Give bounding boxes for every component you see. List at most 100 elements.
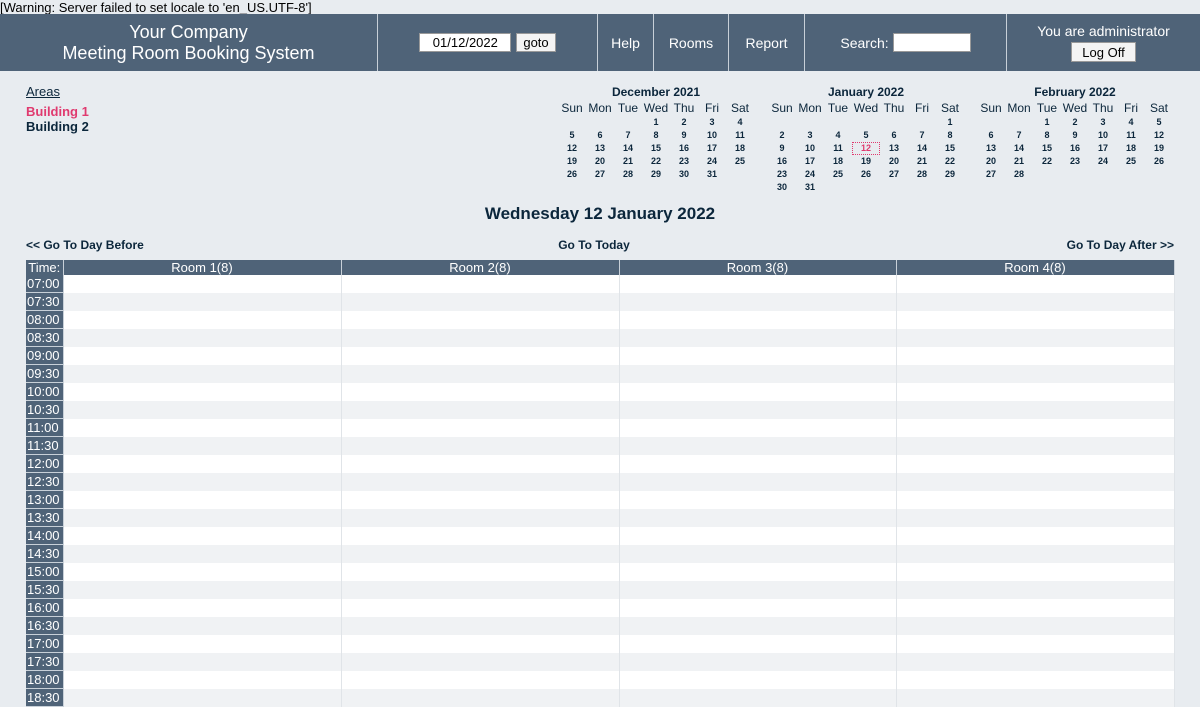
booking-slot-room-1[interactable] <box>63 418 342 437</box>
calendar-day[interactable]: 25 <box>832 169 843 179</box>
time-label[interactable]: 15:00 <box>26 562 64 581</box>
time-label[interactable]: 18:00 <box>26 670 64 689</box>
time-label[interactable]: 08:30 <box>26 328 64 347</box>
calendar-day[interactable]: 8 <box>947 130 953 140</box>
booking-slot-room-4[interactable] <box>896 562 1175 581</box>
booking-slot-room-1[interactable] <box>63 616 342 635</box>
minical-title[interactable]: December 2021 <box>611 85 701 99</box>
calendar-day[interactable]: 20 <box>888 156 899 166</box>
calendar-day[interactable]: 31 <box>706 169 717 179</box>
booking-slot-room-1[interactable] <box>63 472 342 491</box>
calendar-day[interactable]: 26 <box>1153 156 1164 166</box>
next-day-link[interactable]: Go To Day After >> <box>1066 238 1174 252</box>
minical-title[interactable]: January 2022 <box>827 85 905 99</box>
time-label[interactable]: 12:30 <box>26 472 64 491</box>
booking-slot-room-3[interactable] <box>619 346 897 365</box>
booking-slot-room-2[interactable] <box>341 544 620 563</box>
booking-slot-room-1[interactable] <box>63 652 342 671</box>
booking-slot-room-4[interactable] <box>896 454 1175 473</box>
calendar-day[interactable]: 30 <box>678 169 689 179</box>
calendar-day[interactable]: 23 <box>678 156 689 166</box>
calendar-day[interactable]: 11 <box>1126 130 1136 140</box>
booking-slot-room-4[interactable] <box>896 400 1175 419</box>
calendar-day[interactable]: 16 <box>1069 143 1080 153</box>
booking-slot-room-3[interactable] <box>619 472 897 491</box>
calendar-day[interactable]: 17 <box>804 156 815 166</box>
booking-slot-room-3[interactable] <box>619 400 897 419</box>
booking-slot-room-3[interactable] <box>619 598 897 617</box>
booking-slot-room-3[interactable] <box>619 688 897 707</box>
calendar-day[interactable]: 17 <box>706 143 717 153</box>
booking-slot-room-3[interactable] <box>619 328 897 347</box>
booking-slot-room-4[interactable] <box>896 526 1175 545</box>
booking-slot-room-1[interactable] <box>63 670 342 689</box>
booking-slot-room-2[interactable] <box>341 490 620 509</box>
booking-slot-room-1[interactable] <box>63 580 342 599</box>
calendar-day[interactable]: 2 <box>681 117 687 127</box>
booking-slot-room-2[interactable] <box>341 634 620 653</box>
calendar-day[interactable]: 17 <box>1097 143 1108 153</box>
calendar-day[interactable]: 5 <box>569 130 575 140</box>
booking-slot-room-2[interactable] <box>341 508 620 527</box>
booking-slot-room-1[interactable] <box>63 598 342 617</box>
calendar-day[interactable]: 21 <box>1013 156 1024 166</box>
time-label[interactable]: 11:30 <box>26 436 64 455</box>
calendar-day[interactable]: 1 <box>947 117 953 127</box>
goto-button[interactable]: goto <box>516 33 556 52</box>
time-label[interactable]: 18:30 <box>26 688 64 707</box>
booking-slot-room-1[interactable] <box>63 562 342 581</box>
booking-slot-room-3[interactable] <box>619 670 897 689</box>
calendar-day[interactable]: 9 <box>779 143 785 153</box>
logoff-button[interactable]: Log Off <box>1071 42 1136 62</box>
calendar-day[interactable]: 25 <box>1125 156 1136 166</box>
time-label[interactable]: 10:30 <box>26 400 64 419</box>
booking-slot-room-1[interactable] <box>63 275 342 293</box>
calendar-day[interactable]: 25 <box>734 156 745 166</box>
calendar-day[interactable]: 28 <box>1013 169 1024 179</box>
booking-slot-room-4[interactable] <box>896 292 1175 311</box>
booking-slot-room-4[interactable] <box>896 670 1175 689</box>
date-input[interactable] <box>419 33 512 52</box>
booking-slot-room-3[interactable] <box>619 292 897 311</box>
booking-slot-room-1[interactable] <box>63 328 342 347</box>
calendar-day[interactable]: 7 <box>919 130 925 140</box>
booking-slot-room-3[interactable] <box>619 526 897 545</box>
calendar-day[interactable]: 24 <box>1097 156 1108 166</box>
booking-slot-room-1[interactable] <box>63 400 342 419</box>
booking-slot-room-3[interactable] <box>619 508 897 527</box>
time-label[interactable]: 07:00 <box>26 275 64 293</box>
booking-slot-room-3[interactable] <box>619 275 897 293</box>
calendar-day[interactable]: 4 <box>737 117 743 127</box>
time-label[interactable]: 10:00 <box>26 382 64 401</box>
calendar-day[interactable]: 15 <box>650 143 661 153</box>
calendar-day[interactable]: 5 <box>1156 117 1162 127</box>
time-label[interactable]: 09:00 <box>26 346 64 365</box>
booking-slot-room-1[interactable] <box>63 292 342 311</box>
calendar-day[interactable]: 14 <box>1013 143 1024 153</box>
calendar-day[interactable]: 9 <box>1072 130 1078 140</box>
time-label[interactable]: 14:00 <box>26 526 64 545</box>
booking-slot-room-4[interactable] <box>896 544 1175 563</box>
booking-slot-room-2[interactable] <box>341 472 620 491</box>
calendar-day-today[interactable]: 12 <box>852 142 880 155</box>
booking-slot-room-4[interactable] <box>896 472 1175 491</box>
booking-slot-room-1[interactable] <box>63 508 342 527</box>
calendar-day[interactable]: 19 <box>860 156 871 166</box>
calendar-day[interactable]: 21 <box>622 156 633 166</box>
booking-slot-room-1[interactable] <box>63 454 342 473</box>
prev-day-link[interactable]: << Go To Day Before <box>26 238 144 252</box>
calendar-day[interactable]: 3 <box>807 130 813 140</box>
booking-slot-room-2[interactable] <box>341 526 620 545</box>
calendar-day[interactable]: 24 <box>804 169 815 179</box>
booking-slot-room-2[interactable] <box>341 382 620 401</box>
calendar-day[interactable]: 7 <box>1016 130 1022 140</box>
time-label[interactable]: 17:30 <box>26 652 64 671</box>
calendar-day[interactable]: 10 <box>1097 130 1108 140</box>
time-label[interactable]: 08:00 <box>26 310 64 329</box>
booking-slot-room-4[interactable] <box>896 382 1175 401</box>
booking-slot-room-3[interactable] <box>619 418 897 437</box>
booking-slot-room-2[interactable] <box>341 670 620 689</box>
calendar-day[interactable]: 20 <box>594 156 605 166</box>
calendar-day[interactable]: 14 <box>916 143 927 153</box>
calendar-day[interactable]: 26 <box>860 169 871 179</box>
